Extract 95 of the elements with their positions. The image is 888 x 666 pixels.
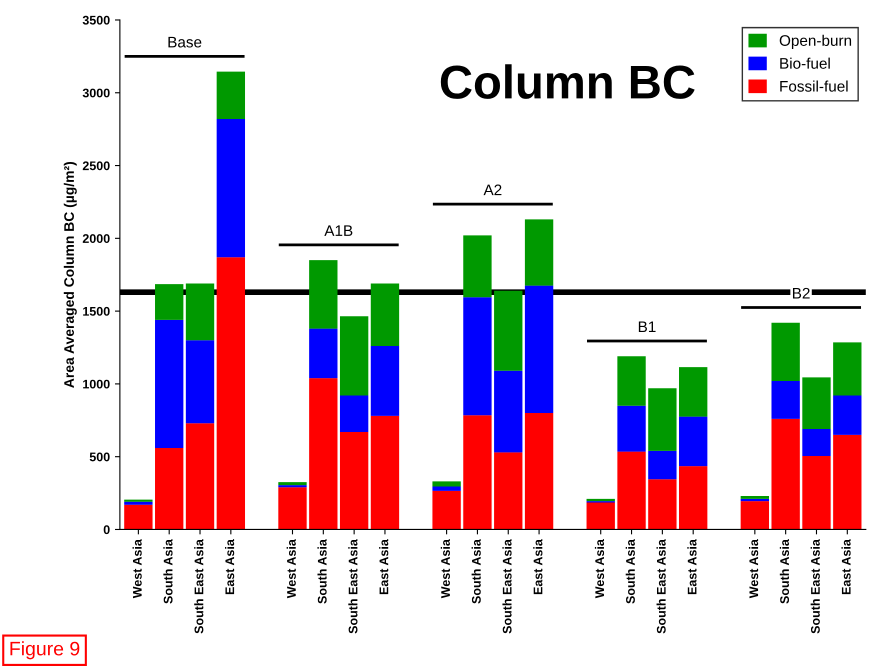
bar bbox=[524, 286, 554, 414]
bar bbox=[740, 501, 770, 530]
bar bbox=[216, 72, 246, 119]
bar bbox=[155, 284, 184, 320]
bar bbox=[771, 380, 800, 419]
bar bbox=[370, 283, 400, 346]
bar bbox=[278, 482, 307, 486]
bar bbox=[309, 260, 338, 329]
bar bbox=[617, 452, 646, 530]
bar bbox=[340, 432, 368, 530]
bar bbox=[155, 320, 184, 448]
bar bbox=[771, 418, 800, 530]
bar bbox=[617, 356, 646, 406]
y-tick-label: 2500 bbox=[82, 161, 110, 170]
annotation: B2 bbox=[792, 288, 810, 298]
bar bbox=[648, 450, 677, 480]
bar bbox=[524, 219, 554, 286]
bar bbox=[648, 388, 677, 451]
annotation: A2 bbox=[484, 184, 502, 196]
y-tick-label: 2000 bbox=[82, 234, 110, 243]
x-tick-label: South East Asia bbox=[810, 539, 820, 634]
x-tick-label: East Asia bbox=[225, 539, 234, 594]
bar bbox=[524, 413, 554, 530]
bar bbox=[278, 487, 307, 530]
x-tick-label: East Asia bbox=[841, 539, 851, 594]
bar bbox=[124, 504, 153, 530]
bar bbox=[833, 396, 862, 435]
bar bbox=[617, 406, 646, 452]
bar bbox=[309, 378, 338, 530]
x-tick-label: West Asia bbox=[132, 539, 142, 598]
bar bbox=[216, 118, 246, 258]
x-tick-label: South Asia bbox=[163, 539, 173, 604]
text: Column BC bbox=[440, 64, 695, 99]
bar bbox=[186, 283, 214, 340]
bar bbox=[679, 466, 708, 530]
x-tick-label: South East Asia bbox=[656, 539, 666, 634]
x-tick-label: South East Asia bbox=[502, 539, 512, 634]
bar bbox=[432, 486, 461, 491]
bar bbox=[833, 434, 862, 530]
bar bbox=[740, 498, 770, 502]
bar bbox=[740, 496, 770, 499]
x-tick-label: South Asia bbox=[472, 539, 481, 604]
bar bbox=[494, 290, 522, 371]
bar bbox=[833, 342, 862, 396]
caption: Figure 9 bbox=[10, 641, 80, 660]
legend-label: Open-burn bbox=[780, 34, 852, 49]
bar bbox=[679, 367, 708, 417]
bar bbox=[155, 448, 184, 530]
bar bbox=[802, 377, 831, 430]
annotation: B1 bbox=[638, 321, 656, 332]
bar bbox=[432, 490, 461, 530]
legend-label: Fossil-fuel bbox=[780, 80, 848, 92]
bar bbox=[463, 415, 492, 530]
y-tick-label: 0 bbox=[104, 525, 110, 534]
y-tick-label: 500 bbox=[90, 452, 110, 462]
x-tick-label: East Asia bbox=[533, 539, 542, 594]
annotation: Base bbox=[168, 36, 202, 48]
x-tick-label: South East Asia bbox=[194, 539, 204, 634]
x-tick-label: South Asia bbox=[626, 539, 635, 604]
bar bbox=[186, 423, 214, 530]
bar bbox=[771, 322, 800, 381]
x-tick-label: East Asia bbox=[687, 539, 697, 594]
bar bbox=[679, 416, 708, 466]
y-axis-title: Area Averaged Column BC (µg/m²) bbox=[64, 162, 77, 388]
x-tick-label: South Asia bbox=[780, 539, 790, 604]
bar bbox=[216, 257, 246, 530]
bar bbox=[802, 429, 831, 456]
annotation: A1B bbox=[324, 225, 352, 236]
bar bbox=[802, 456, 831, 530]
legend-label: Bio-fuel bbox=[780, 58, 830, 69]
y-tick-label: 1000 bbox=[83, 380, 110, 389]
bar bbox=[370, 346, 400, 416]
x-tick-label: West Asia bbox=[749, 539, 758, 598]
y-tick-label: 3500 bbox=[82, 16, 110, 25]
bar bbox=[586, 498, 615, 502]
bar bbox=[340, 396, 368, 432]
bar bbox=[370, 416, 400, 530]
bar bbox=[309, 328, 338, 378]
x-tick-label: West Asia bbox=[286, 539, 296, 598]
x-tick-label: East Asia bbox=[379, 539, 388, 594]
bar bbox=[463, 297, 492, 416]
y-tick-label: 1500 bbox=[83, 306, 110, 316]
bar bbox=[340, 316, 368, 396]
x-tick-label: South Asia bbox=[317, 539, 327, 604]
bar bbox=[494, 370, 522, 452]
bar bbox=[432, 481, 461, 487]
x-tick-label: West Asia bbox=[594, 539, 604, 598]
y-tick-label: 3000 bbox=[82, 88, 110, 98]
bar bbox=[648, 479, 677, 530]
x-tick-label: West Asia bbox=[440, 539, 450, 598]
bar bbox=[494, 452, 522, 530]
bar bbox=[463, 235, 492, 298]
x-tick-label: South East Asia bbox=[348, 539, 358, 634]
bar bbox=[586, 502, 615, 530]
bar bbox=[186, 340, 214, 424]
